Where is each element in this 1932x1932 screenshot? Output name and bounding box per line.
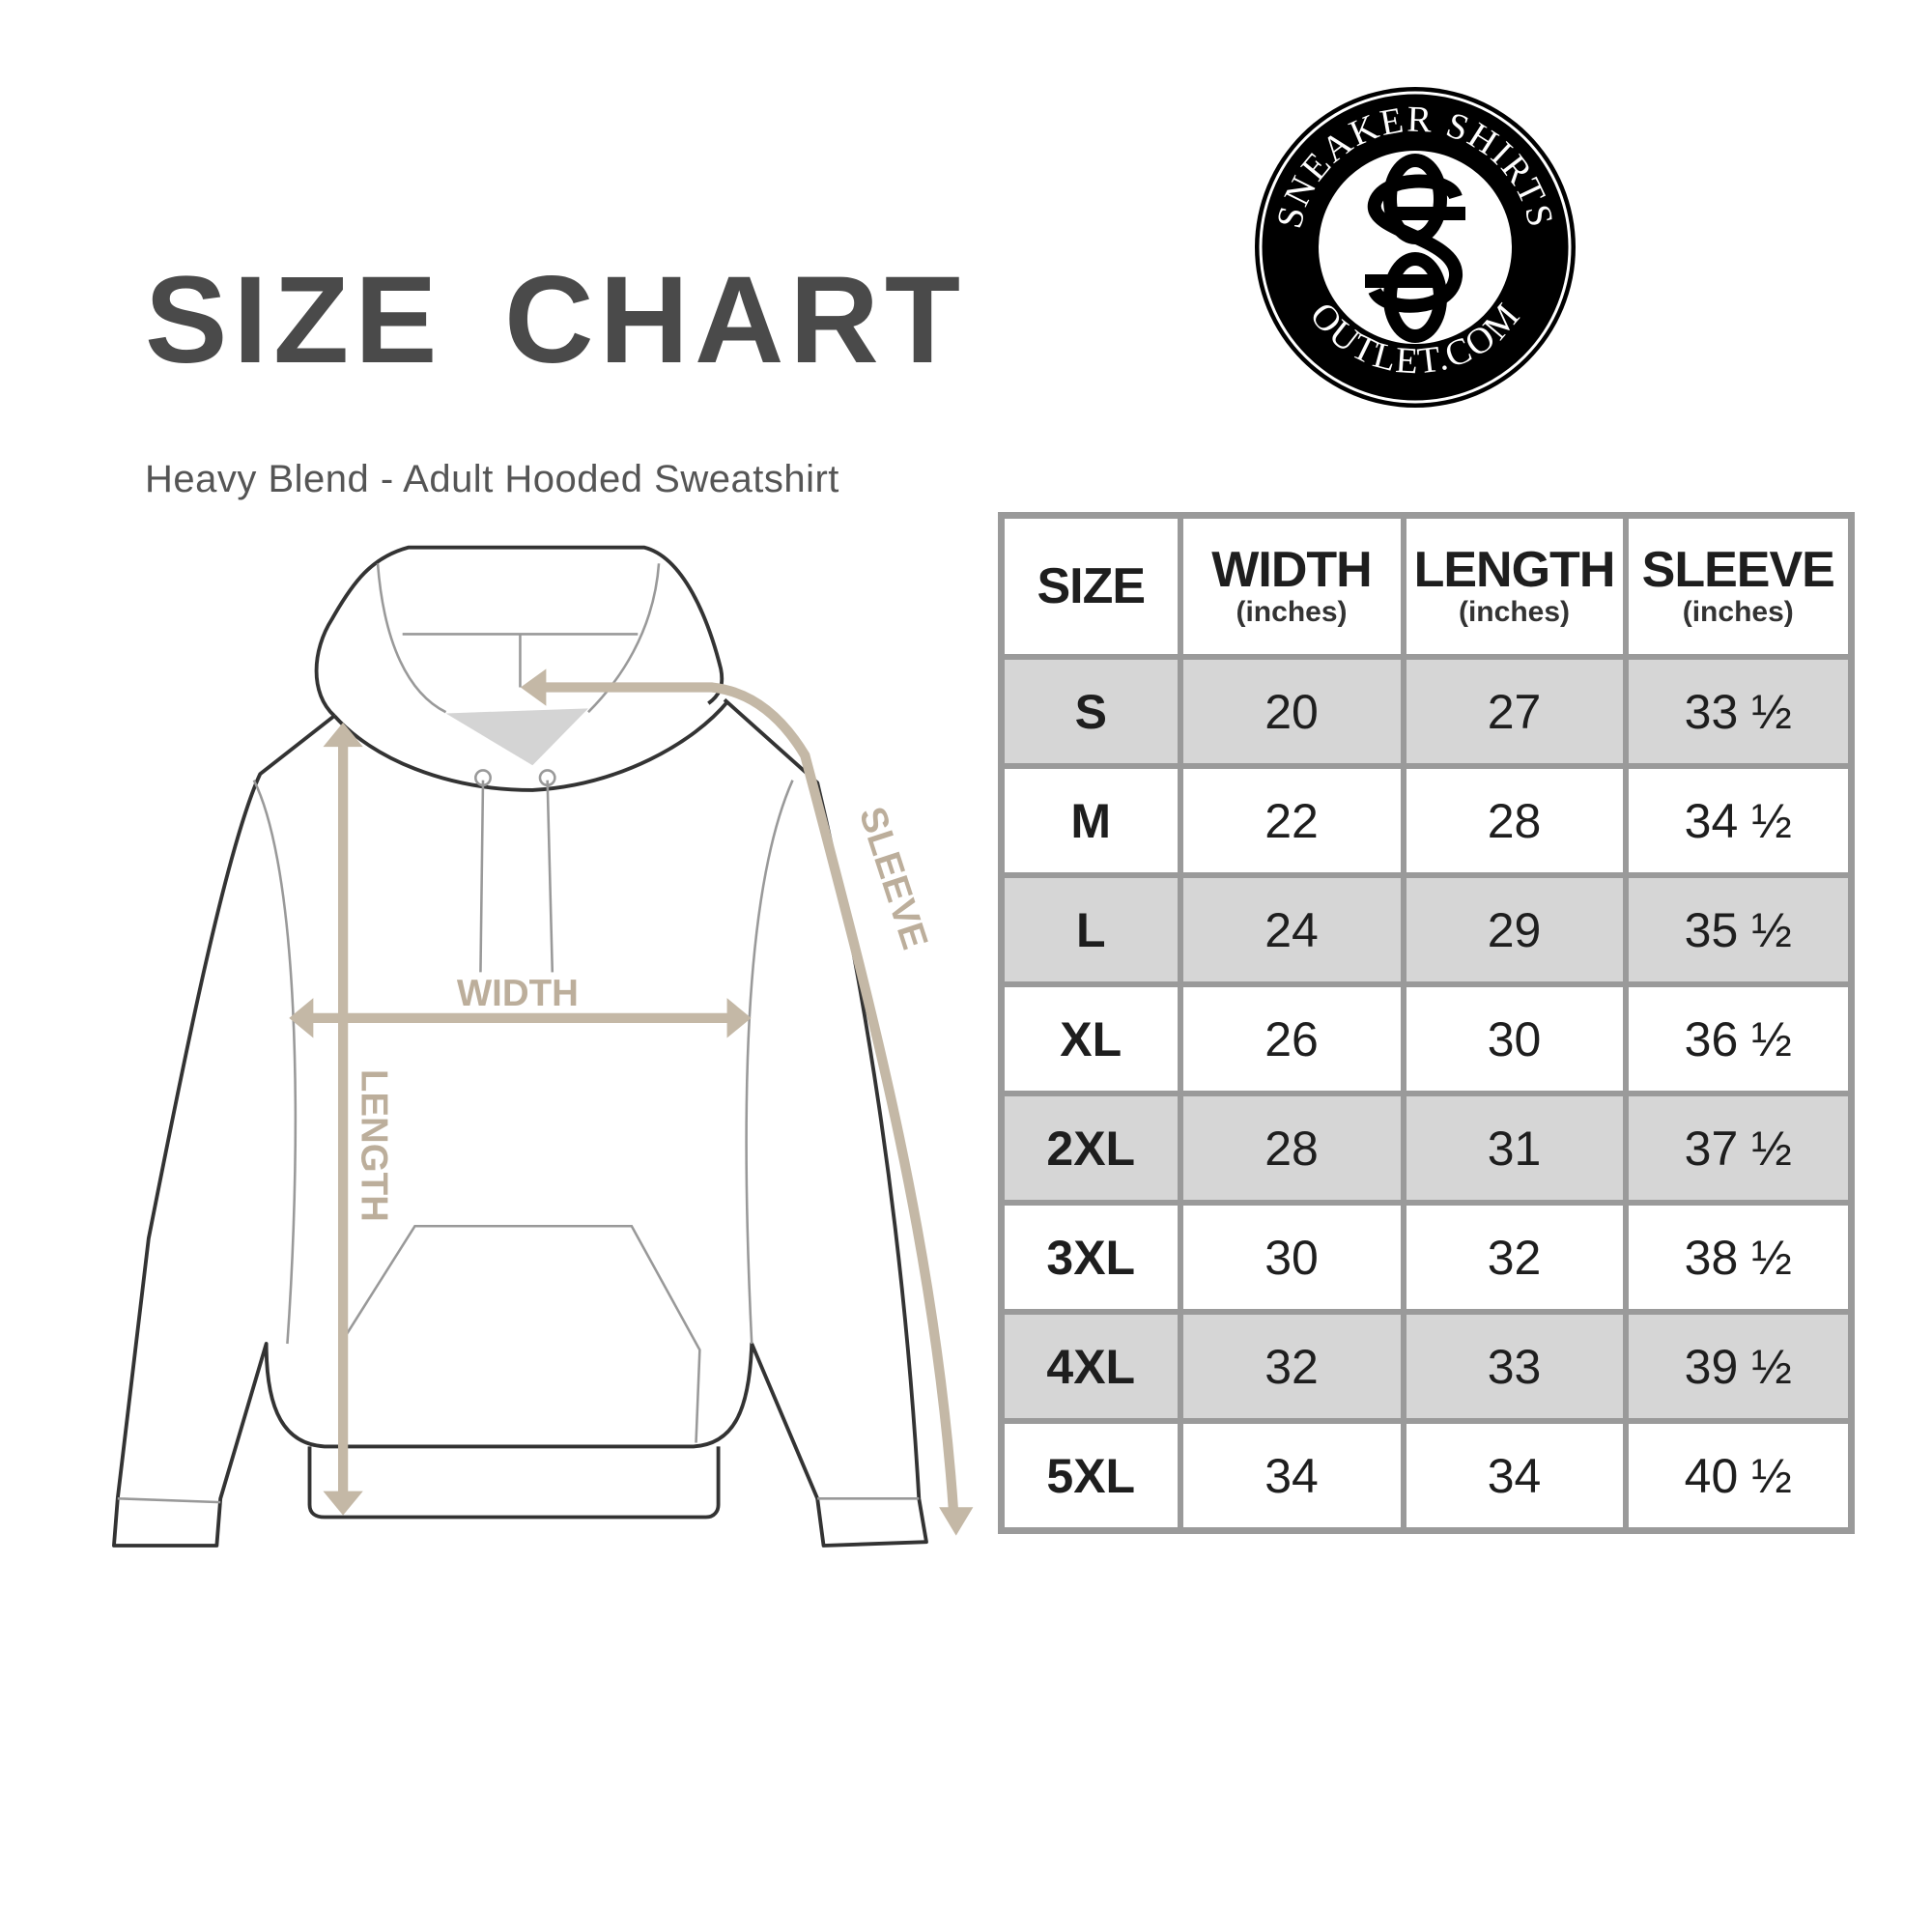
cell-size: XL	[998, 981, 1183, 1096]
table-header-row: SIZE WIDTH (inches) LENGTH (inches) SLEEVE…	[998, 512, 1855, 660]
logo-monogram	[1365, 154, 1465, 343]
cell-length: 33	[1400, 1309, 1629, 1424]
cell-sleeve: 38 ½	[1622, 1200, 1855, 1315]
sleeve-arrow	[542, 682, 959, 1515]
cell-length: 31	[1400, 1091, 1629, 1206]
cell-length: 28	[1400, 763, 1629, 878]
cell-size: 5XL	[998, 1418, 1183, 1534]
cell-size: S	[998, 654, 1183, 769]
cell-sleeve: 39 ½	[1622, 1309, 1855, 1424]
cell-sleeve: 33 ½	[1622, 654, 1855, 769]
cell-length: 30	[1400, 981, 1629, 1096]
cell-size: M	[998, 763, 1183, 878]
cell-size: 2XL	[998, 1091, 1183, 1206]
header-sleeve: SLEEVE (inches)	[1622, 512, 1855, 660]
cell-sleeve: 36 ½	[1622, 981, 1855, 1096]
hoodie-inner-neck	[445, 708, 588, 766]
cell-width: 34	[1177, 1418, 1406, 1534]
cell-width: 32	[1177, 1309, 1406, 1424]
product-subtitle: Heavy Blend - Adult Hooded Sweatshirt	[145, 458, 839, 500]
cell-length: 32	[1400, 1200, 1629, 1315]
cell-length: 27	[1400, 654, 1629, 769]
table-row: S 20 27 33 ½	[998, 654, 1855, 769]
cell-sleeve: 40 ½	[1622, 1418, 1855, 1534]
cell-length: 34	[1400, 1418, 1629, 1534]
cell-sleeve: 35 ½	[1622, 872, 1855, 987]
cell-width: 30	[1177, 1200, 1406, 1315]
length-label: LENGTH	[353, 1069, 394, 1222]
table-row: 5XL 34 34 40 ½	[998, 1418, 1855, 1534]
size-table: SIZE WIDTH (inches) LENGTH (inches) SLEEVE…	[998, 512, 1855, 1534]
table-row: M 22 28 34 ½	[998, 763, 1855, 878]
cell-width: 24	[1177, 872, 1406, 987]
hoodie-outline	[112, 545, 928, 1548]
cell-sleeve: 37 ½	[1622, 1091, 1855, 1206]
header-size: SIZE	[998, 512, 1183, 660]
page-title: SIZE CHART	[145, 251, 966, 389]
cell-width: 26	[1177, 981, 1406, 1096]
header-width: WIDTH (inches)	[1177, 512, 1406, 660]
cell-size: 4XL	[998, 1309, 1183, 1424]
cell-length: 29	[1400, 872, 1629, 987]
hoodie-seams	[117, 563, 920, 1504]
measurement-arrows	[289, 668, 974, 1536]
cell-width: 22	[1177, 763, 1406, 878]
brand-logo: SNEAKER SHIRTS OUTLET.COM	[1255, 87, 1576, 408]
cell-width: 28	[1177, 1091, 1406, 1206]
width-label: WIDTH	[457, 973, 579, 1014]
table-row: 3XL 30 32 38 ½	[998, 1200, 1855, 1315]
table-row: XL 26 30 36 ½	[998, 981, 1855, 1096]
header-length: LENGTH (inches)	[1400, 512, 1629, 660]
cell-size: 3XL	[998, 1200, 1183, 1315]
cell-sleeve: 34 ½	[1622, 763, 1855, 878]
sleeve-label: SLEEVE	[851, 802, 936, 954]
table-row: 2XL 28 31 37 ½	[998, 1091, 1855, 1206]
cell-size: L	[998, 872, 1183, 987]
table-row: L 24 29 35 ½	[998, 872, 1855, 987]
cell-width: 20	[1177, 654, 1406, 769]
table-row: 4XL 32 33 39 ½	[998, 1309, 1855, 1424]
